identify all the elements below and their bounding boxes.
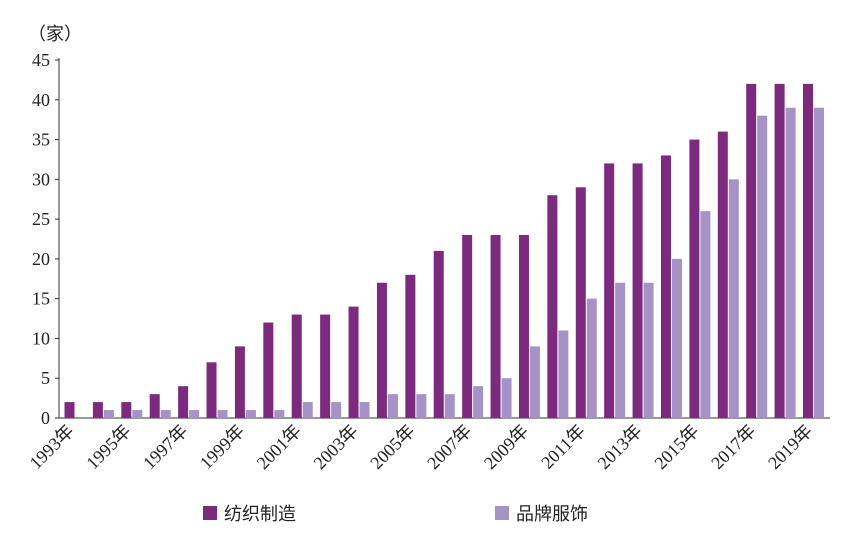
legend-label-series-2: 品牌服饰	[516, 504, 588, 525]
bar-series-1	[518, 235, 529, 418]
bar-chart: （家） 0 5 10 15 20 25 30 35 40 45 1993年 1995年 1997年 19…	[26, 24, 830, 473]
bar-series-1	[746, 83, 757, 418]
bar-series-1	[121, 402, 132, 418]
x-tick-label: 2009年	[480, 421, 532, 473]
bar-series-2	[586, 298, 597, 418]
bar-series-1	[206, 362, 217, 418]
bar-series-2	[558, 330, 569, 418]
bar-series-2	[444, 394, 455, 418]
bar-series-2	[245, 410, 256, 418]
bar-series-2	[473, 386, 484, 418]
bar-series-2	[302, 402, 313, 418]
bar-series-1	[348, 306, 359, 418]
legend-swatch-series-2	[495, 506, 509, 520]
bar-series-2	[785, 107, 796, 418]
bar-series-1	[291, 314, 302, 418]
bar-series-2	[501, 378, 512, 418]
y-tick-label: 45	[32, 50, 50, 70]
x-tick-label: 2015年	[650, 421, 702, 473]
bar-series-2	[615, 282, 626, 418]
x-tick-label: 2007年	[423, 421, 475, 473]
bar-series-1	[689, 139, 700, 419]
y-tick-label: 30	[32, 169, 50, 189]
bar-series-2	[359, 402, 370, 418]
x-tick-label: 2019年	[764, 421, 816, 473]
x-tick-label: 2005年	[366, 421, 418, 473]
bar-series-1	[717, 131, 728, 418]
bar-series-1	[547, 195, 558, 418]
x-tick-label: 1997年	[139, 421, 191, 473]
legend-label-series-1: 纺织制造	[224, 504, 296, 525]
x-tick-label: 2003年	[310, 421, 362, 473]
bar-series-1	[64, 402, 75, 418]
x-tick-label: 2011年	[537, 421, 589, 473]
bar-series-2	[387, 394, 398, 418]
bar-series-1	[178, 386, 189, 418]
bar-series-1	[263, 322, 274, 418]
x-ticks-group: 1993年 1995年 1997年 1999年 2001年 2003年 2005年 2007年…	[26, 421, 817, 473]
bar-series-2	[132, 410, 143, 418]
bar-series-2	[700, 211, 711, 418]
bar-series-2	[331, 402, 342, 418]
x-tick-label: 2017年	[707, 421, 759, 473]
y-tick-label: 25	[32, 209, 50, 229]
bars-group	[64, 83, 824, 419]
bar-series-1	[320, 314, 331, 418]
bar-series-1	[774, 83, 785, 418]
bar-series-1	[604, 163, 615, 418]
x-tick-label: 2001年	[253, 421, 305, 473]
bar-series-1	[149, 394, 160, 418]
y-axis-label: （家）	[28, 24, 82, 44]
y-tick-label: 20	[32, 249, 50, 269]
x-tick-label: 1993年	[26, 421, 78, 473]
y-ticks-group: 0 5 10 15 20 25 30 35 40 45	[32, 50, 59, 428]
bar-series-2	[189, 410, 200, 418]
bar-series-2	[529, 346, 540, 418]
legend: 纺织制造 品牌服饰	[0, 500, 850, 530]
bar-series-1	[575, 187, 586, 418]
bar-series-1	[632, 163, 643, 418]
axes	[58, 58, 830, 419]
bar-series-2	[217, 410, 228, 418]
x-tick-label: 1995年	[82, 421, 134, 473]
y-tick-label: 35	[32, 130, 50, 150]
bar-series-1	[376, 282, 387, 418]
bar-series-1	[462, 235, 473, 418]
legend-item-series-2: 品牌服饰	[495, 500, 588, 526]
legend-item-series-1: 纺织制造	[203, 500, 296, 526]
y-tick-label: 10	[32, 328, 50, 348]
bar-series-1	[803, 83, 813, 418]
bar-series-2	[671, 258, 682, 418]
y-tick-label: 40	[32, 90, 50, 110]
x-tick-label: 1999年	[196, 421, 248, 473]
bar-series-1	[234, 346, 245, 418]
x-tick-label: 2013年	[594, 421, 646, 473]
y-tick-label: 0	[41, 408, 50, 428]
bar-series-2	[728, 179, 739, 418]
bar-series-2	[814, 107, 824, 418]
bar-series-1	[92, 402, 103, 418]
y-tick-label: 15	[32, 289, 50, 309]
bar-series-2	[103, 410, 114, 418]
bar-series-2	[416, 394, 427, 418]
bar-series-1	[433, 250, 444, 418]
bar-series-1	[660, 155, 671, 418]
legend-swatch-series-1	[203, 506, 217, 520]
bar-series-1	[490, 235, 501, 418]
bar-series-2	[643, 282, 654, 418]
bar-series-2	[160, 410, 171, 418]
bar-series-1	[405, 274, 416, 418]
bar-series-2	[757, 115, 768, 418]
bar-series-2	[274, 410, 285, 418]
y-tick-label: 5	[41, 368, 50, 388]
